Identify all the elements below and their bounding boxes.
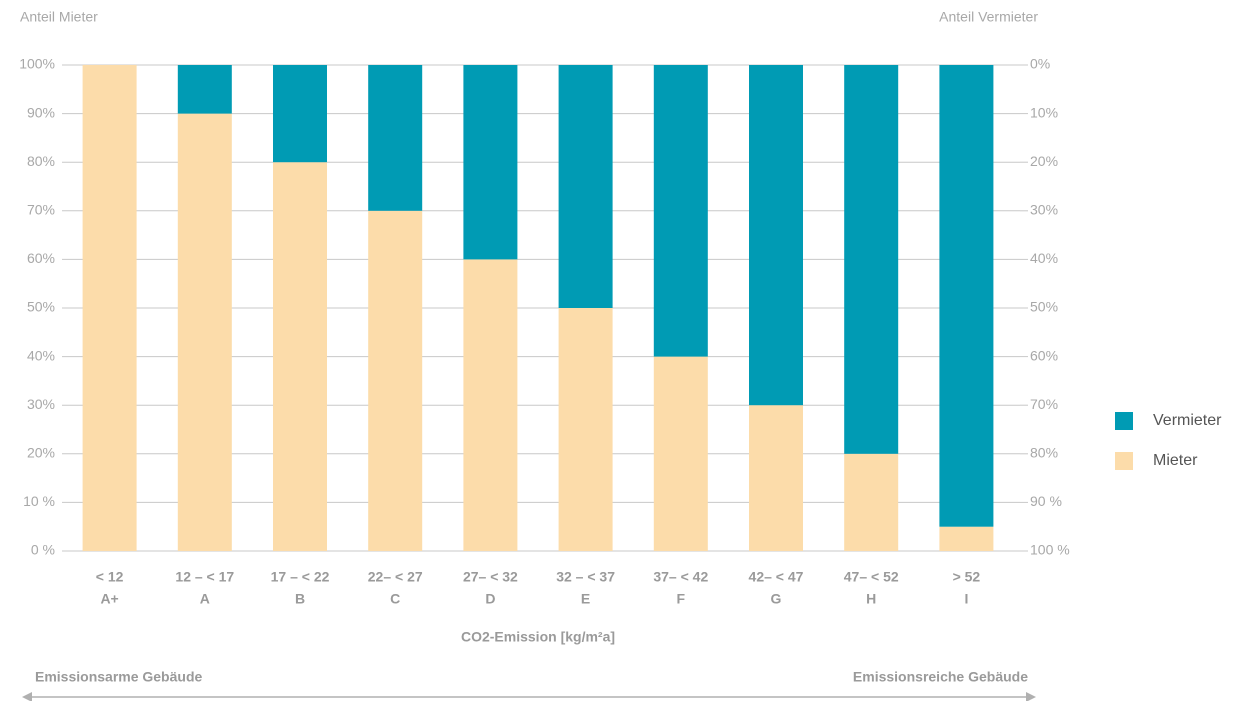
x-tick-label: E [581,591,590,607]
y-tick-label: 50% [27,299,55,315]
bar-segment [653,65,708,357]
legend-label: Vermieter [1153,412,1222,429]
y-tick-label: 20% [27,445,55,461]
x-tick-label: 42– < 47 [749,569,804,585]
y2-tick-label: 90 % [1030,493,1062,509]
y2-tick-label: 50% [1030,299,1058,315]
bar-segment [653,356,708,551]
legend-swatch [1115,412,1133,430]
bar-segment [463,65,518,260]
y-axis-label: Anteil Mieter [20,9,98,25]
y2-tick-label: 10% [1030,104,1058,120]
bar-segment [177,65,232,114]
y-tick-label: 30% [27,396,55,412]
arrow [22,692,1036,701]
y-tick-label: 60% [27,250,55,266]
x-tick-label: 47– < 52 [844,569,899,585]
x-tick-label: B [295,591,305,607]
y-tick-label: 40% [27,347,55,363]
y2-tick-label: 40% [1030,250,1058,266]
x-tick-label: F [677,591,686,607]
x-tick-label: A+ [100,591,118,607]
legend-label: Mieter [1153,452,1198,469]
bar-segment [368,210,423,552]
bar-segment [558,308,613,551]
annotation: Emissionsarme Gebäude [35,669,203,685]
x-tick-label: 22– < 27 [368,569,423,585]
y-tick-label: 70% [27,202,55,218]
y-tick-label: 0 % [31,542,55,558]
bar-segment [273,65,327,163]
bar-segment [177,113,232,551]
x-tick-label: D [485,591,495,607]
legend-swatch [1115,452,1133,470]
x-tick-label: 17 – < 22 [271,569,330,585]
annotation: Emissionsreiche Gebäude [853,669,1028,685]
y-tick-label: 10 % [23,493,55,509]
x-tick-label: 32 – < 37 [556,569,615,585]
bar-segment [273,162,327,551]
bar-segment [463,259,518,551]
x-axis-label: CO2-Emission [kg/m²a] [461,629,615,645]
bar-segment [368,65,423,211]
x-tick-label: > 52 [953,569,981,585]
bar-segment [82,65,137,551]
bar-segment [558,65,613,308]
x-tick-label: A [200,591,210,607]
y-tick-label: 90% [27,104,55,120]
x-tick-label: < 12 [96,569,124,585]
x-tick-label: 27– < 32 [463,569,518,585]
x-tick-label: 37– < 42 [653,569,708,585]
bar-segment [749,65,803,406]
y2-tick-label: 70% [1030,396,1058,412]
y2-tick-label: 20% [1030,153,1058,169]
x-tick-label: H [866,591,876,607]
x-tick-label: I [964,591,968,607]
y2-tick-label: 60% [1030,347,1058,363]
bar-segment [939,526,994,551]
bar-segment [844,453,899,551]
y-tick-label: 100% [19,56,55,72]
x-tick-label: C [390,591,400,607]
y2-tick-label: 30% [1030,202,1058,218]
y-tick-label: 80% [27,153,55,169]
bar-segment [844,65,899,454]
y2-tick-label: 80% [1030,445,1058,461]
y2-tick-label: 100 % [1030,542,1070,558]
y2-tick-label: 0% [1030,56,1050,72]
bar-segment [939,65,994,527]
x-tick-label: 12 – < 17 [175,569,234,585]
y2-axis-label: Anteil Vermieter [939,9,1038,25]
x-tick-label: G [771,591,782,607]
bar-segment [749,405,803,551]
